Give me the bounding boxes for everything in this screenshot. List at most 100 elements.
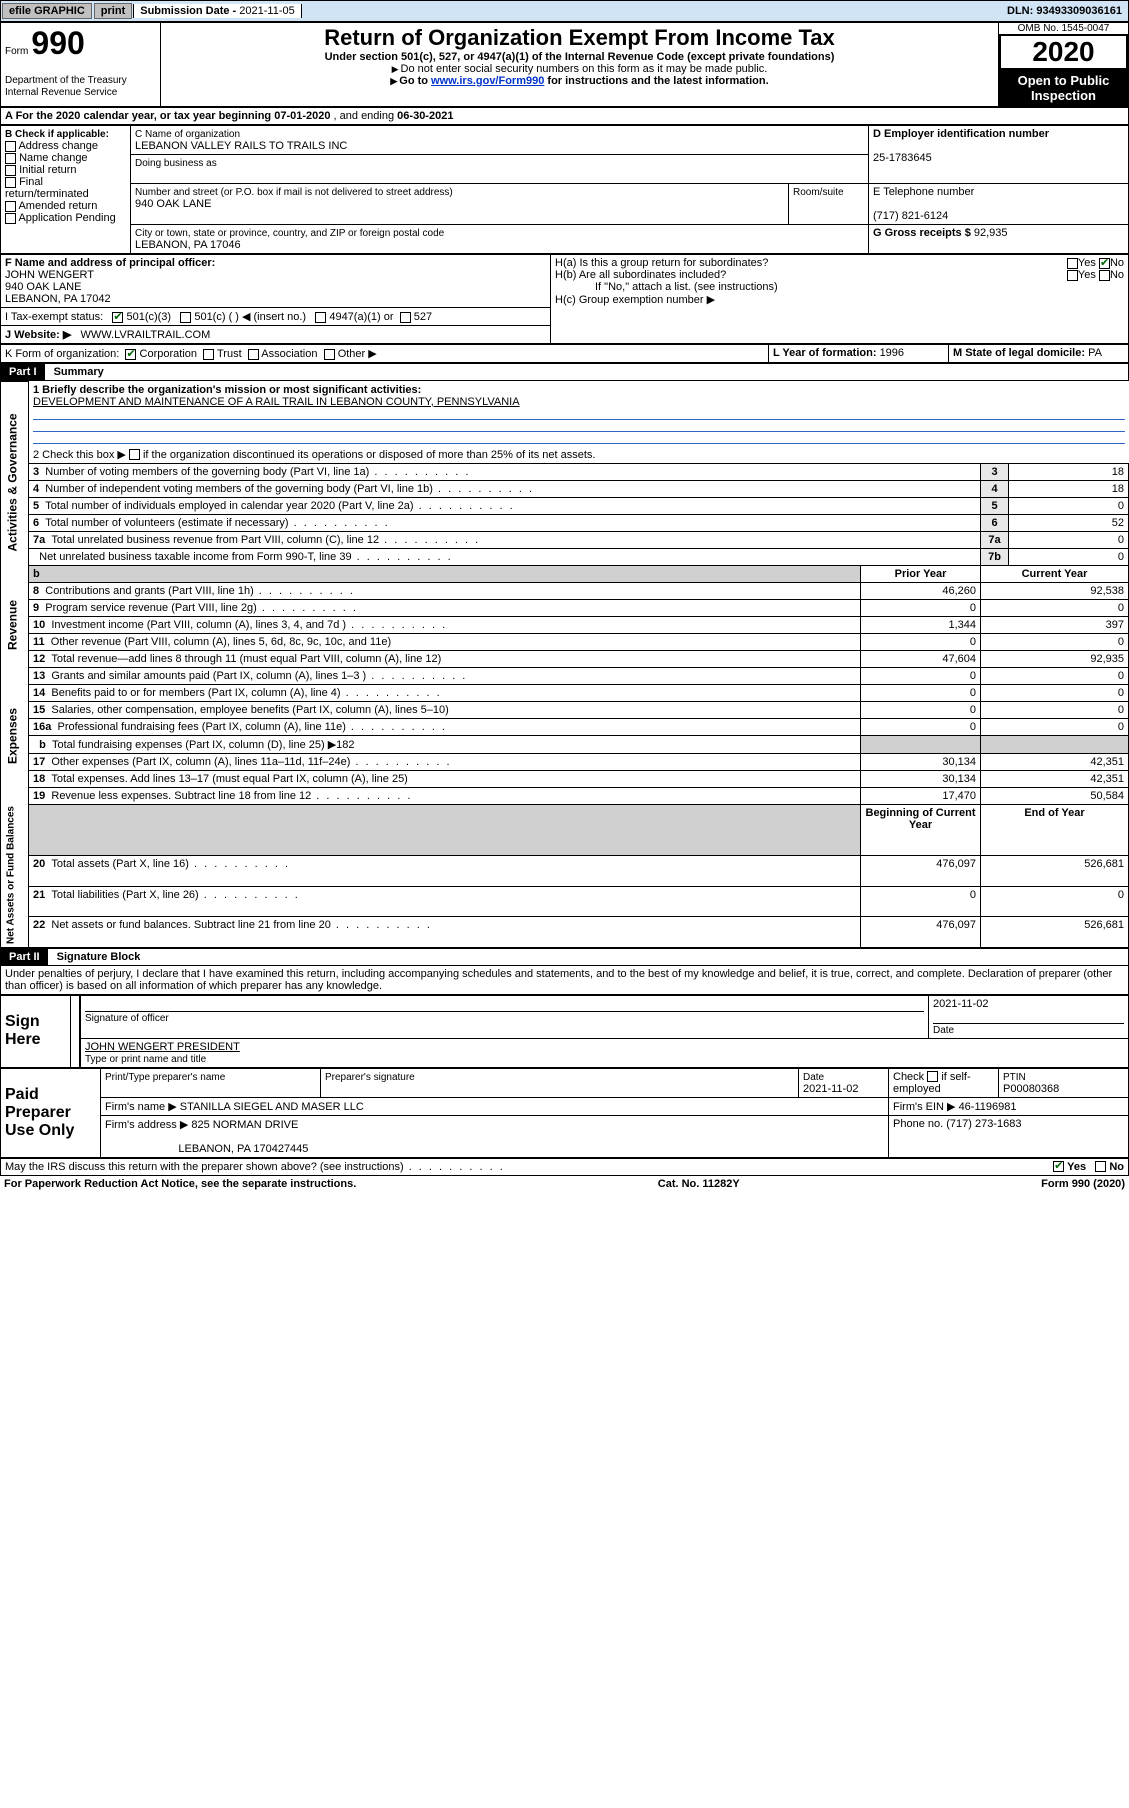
goto-post: for instructions and the latest informat… (544, 75, 768, 87)
net-p-0: 476,097 (861, 856, 981, 886)
cb-initial[interactable] (5, 165, 16, 176)
box-g-label: G Gross receipts $ (873, 227, 974, 239)
period-label: A For the 2020 calendar year, or tax yea… (5, 110, 274, 122)
firm-addr2: LEBANON, PA 170427445 (178, 1143, 308, 1155)
hb-yes: Yes (1078, 269, 1096, 281)
period-mid: , and ending (334, 110, 398, 122)
cb-ha-yes[interactable] (1067, 258, 1078, 269)
website-value: WWW.LVRAILTRAIL.COM (81, 329, 211, 341)
cb-hb-no[interactable] (1099, 270, 1110, 281)
rev-c-2: 397 (981, 616, 1129, 633)
opt-other: Other ▶ (338, 348, 377, 360)
firm-ein: 46-1196981 (959, 1101, 1017, 1113)
cb-discontinued[interactable] (129, 449, 140, 460)
discuss-row: May the IRS discuss this return with the… (0, 1158, 1129, 1176)
entity-table: B Check if applicable: Address change Na… (0, 125, 1129, 254)
sig-date: 2021-11-02 (933, 998, 988, 1010)
box-m-label: M State of legal domicile: (953, 347, 1088, 359)
cb-assoc[interactable] (248, 349, 259, 360)
ag-v-2: 0 (1009, 497, 1129, 514)
cb-discuss-no[interactable] (1095, 1161, 1106, 1172)
cb-527[interactable] (400, 312, 411, 323)
ag-box-0: 3 (981, 463, 1009, 480)
ag-t-5: Net unrelated business taxable income fr… (39, 551, 453, 563)
exp-c-4 (981, 735, 1129, 753)
cb-address-change[interactable] (5, 141, 16, 152)
cb-ha-no[interactable] (1099, 258, 1110, 269)
rev-n-1: 9 (33, 602, 39, 614)
insp1: Open to Public (1018, 73, 1110, 88)
klm-table: K Form of organization: Corporation Trus… (0, 344, 1129, 363)
opt-amended: Amended return (18, 200, 97, 212)
opt-name: Name change (19, 152, 88, 164)
cb-corp[interactable] (125, 349, 136, 360)
vert-activities: Activities & Governance (1, 382, 29, 583)
hb-no: No (1110, 269, 1124, 281)
form-title: Return of Organization Exempt From Incom… (165, 25, 994, 51)
cb-hb-yes[interactable] (1067, 270, 1078, 281)
rev-p-2: 1,344 (861, 616, 981, 633)
cb-4947[interactable] (315, 312, 326, 323)
ptin-label: PTIN (1003, 1072, 1026, 1083)
cb-self-emp[interactable] (927, 1071, 938, 1082)
street-label: Number and street (or P.O. box if mail i… (135, 187, 453, 198)
line1-label: 1 Briefly describe the organization's mi… (33, 384, 421, 396)
net-t-2: Net assets or fund balances. Subtract li… (51, 919, 432, 931)
rev-p-3: 0 (861, 633, 981, 650)
cb-name-change[interactable] (5, 153, 16, 164)
discuss-no: No (1109, 1161, 1124, 1173)
ag-v-1: 18 (1009, 480, 1129, 497)
cb-trust[interactable] (203, 349, 214, 360)
top-bar: efile GRAPHIC print Submission Date - 20… (0, 0, 1129, 22)
firm-phone: (717) 273-1683 (946, 1118, 1021, 1130)
line2-post: if the organization discontinued its ope… (143, 449, 596, 461)
ssn-note: Do not enter social security numbers on … (165, 63, 994, 75)
dln-label: DLN: (1007, 5, 1036, 17)
cb-other[interactable] (324, 349, 335, 360)
efile-button[interactable]: efile GRAPHIC (2, 3, 92, 19)
ag-n-2: 5 (33, 500, 39, 512)
exp-p-5: 30,134 (861, 753, 981, 770)
exp-p-1: 0 (861, 684, 981, 701)
discuss-yes: Yes (1067, 1161, 1086, 1173)
footer: For Paperwork Reduction Act Notice, see … (0, 1176, 1129, 1192)
phone-value: (717) 821-6124 (873, 210, 948, 222)
form-subtitle: Under section 501(c), 527, or 4947(a)(1)… (165, 51, 994, 63)
cb-discuss-yes[interactable] (1053, 1161, 1064, 1172)
header-table: Form 990 Department of the Treasury Inte… (0, 22, 1129, 107)
part2-tag: Part II (1, 949, 48, 965)
vert-netassets: Net Assets or Fund Balances (1, 804, 29, 947)
exp-c-3: 0 (981, 718, 1129, 735)
cb-501c[interactable] (180, 312, 191, 323)
tax-year: 2020 (999, 34, 1128, 70)
paid-preparer: Paid Preparer Use Only (1, 1068, 101, 1157)
exp-c-1: 0 (981, 684, 1129, 701)
cb-501c3[interactable] (112, 312, 123, 323)
exp-p-6: 30,134 (861, 770, 981, 787)
exp-p-7: 17,470 (861, 787, 981, 804)
opt-final: Final return/terminated (5, 176, 89, 200)
dept-treasury: Department of the Treasury (5, 75, 127, 86)
print-button[interactable]: print (94, 3, 132, 19)
firm-name: STANILLA SIEGEL AND MASER LLC (180, 1101, 364, 1113)
cb-final[interactable] (5, 177, 16, 188)
firm-name-label: Firm's name ▶ (105, 1101, 177, 1113)
period-begin: 07-01-2020 (274, 110, 330, 122)
rev-t-3: Other revenue (Part VIII, column (A), li… (51, 636, 391, 648)
omb-number: OMB No. 1545-0047 (999, 23, 1128, 34)
inspection-box: Open to Public Inspection (999, 70, 1128, 106)
prep-sig-label: Preparer's signature (325, 1072, 415, 1083)
col-begin: Beginning of Current Year (866, 807, 976, 831)
period-end: 06-30-2021 (397, 110, 453, 122)
box-l-label: L Year of formation: (773, 347, 880, 359)
rev-t-4: Total revenue—add lines 8 through 11 (mu… (51, 653, 441, 665)
exp-c-2: 0 (981, 701, 1129, 718)
firm-addr-label: Firm's address ▶ (105, 1119, 188, 1131)
cb-amended[interactable] (5, 201, 16, 212)
gross-receipts: 92,935 (974, 227, 1008, 239)
cb-pending[interactable] (5, 213, 16, 224)
form990-link[interactable]: www.irs.gov/Form990 (431, 75, 544, 87)
exp-p-0: 0 (861, 667, 981, 684)
vert-expenses: Expenses (1, 667, 29, 804)
period-row: A For the 2020 calendar year, or tax yea… (0, 107, 1129, 125)
